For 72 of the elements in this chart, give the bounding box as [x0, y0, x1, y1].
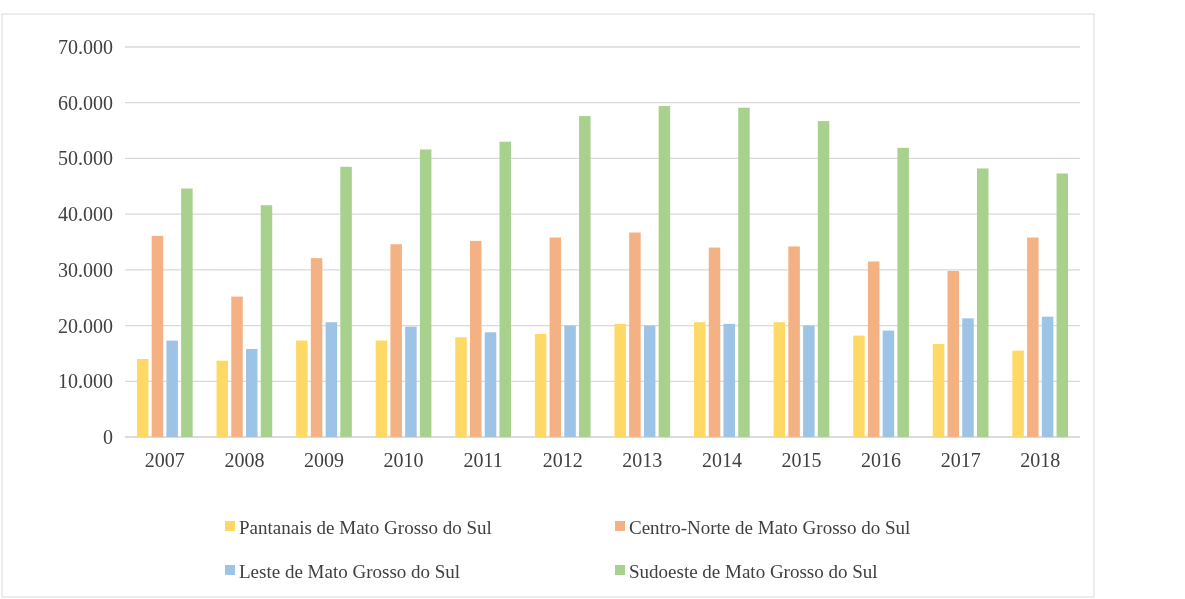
x-tick-label: 2011 [463, 449, 503, 471]
bar [181, 188, 193, 437]
bar [614, 323, 626, 437]
bar [455, 337, 467, 437]
bar [579, 116, 591, 437]
bar [1027, 237, 1039, 437]
y-tick-label: 50.000 [58, 147, 113, 170]
y-tick-label: 20.000 [58, 314, 113, 337]
bar [564, 325, 576, 437]
bar [723, 323, 735, 437]
bar [643, 325, 656, 437]
bar [325, 322, 338, 437]
y-tick-label: 30.000 [58, 258, 113, 281]
bar [151, 235, 164, 437]
y-tick-label: 60.000 [58, 91, 113, 114]
bar [375, 340, 388, 437]
bar [470, 240, 482, 437]
bar [658, 106, 671, 437]
legend-label: Pantanais de Mato Grosso do Sul [239, 516, 492, 538]
bar [694, 322, 706, 437]
legend-label: Leste de Mato Grosso do Sul [239, 560, 461, 582]
bar [629, 232, 641, 437]
bar [773, 322, 786, 437]
x-tick-label: 2012 [542, 449, 583, 471]
bar [1056, 173, 1069, 437]
x-tick-label: 2013 [622, 449, 663, 471]
bar [932, 343, 945, 437]
bar [260, 205, 273, 437]
bar [788, 246, 800, 437]
bar [390, 244, 402, 437]
bar [803, 325, 815, 437]
bar [1041, 316, 1054, 437]
x-tick-label: 2016 [861, 449, 902, 471]
x-tick-label: 2010 [383, 449, 424, 471]
bar [246, 348, 258, 437]
bar [867, 261, 880, 437]
x-tick-label: 2015 [781, 449, 822, 471]
x-tick-label: 2018 [1020, 449, 1061, 471]
x-tick-label: 2014 [701, 449, 742, 471]
x-tick-label: 2017 [940, 449, 981, 471]
bar [136, 359, 149, 437]
y-tick-label: 70.000 [58, 36, 113, 58]
bar [296, 340, 308, 437]
bar [166, 340, 178, 437]
bar [231, 296, 243, 437]
bar [534, 333, 547, 437]
y-tick-label: 40.000 [58, 203, 113, 226]
legend-label: Centro-Norte de Mato Grosso do Sul [629, 516, 911, 538]
bar [947, 270, 959, 437]
bar [216, 360, 229, 437]
bar [405, 326, 417, 437]
bar [897, 147, 909, 437]
x-tick-label: 2007 [144, 449, 185, 471]
bar [853, 335, 865, 437]
bar [484, 332, 497, 437]
bar [549, 237, 562, 437]
y-tick-label: 0 [103, 426, 113, 448]
bar [738, 107, 750, 437]
bar [962, 318, 974, 437]
bar [708, 247, 721, 437]
bar [340, 166, 352, 437]
x-tick-label: 2009 [303, 449, 344, 471]
y-tick-label: 10.000 [58, 370, 113, 393]
bar [976, 168, 989, 437]
bar [882, 330, 895, 437]
bar [499, 141, 511, 437]
bar [310, 258, 323, 437]
bar [419, 149, 432, 437]
bar [817, 121, 830, 437]
legend-label: Sudoeste de Mato Grosso do Sul [629, 560, 878, 582]
bar [1012, 350, 1024, 437]
x-tick-label: 2008 [224, 449, 265, 471]
